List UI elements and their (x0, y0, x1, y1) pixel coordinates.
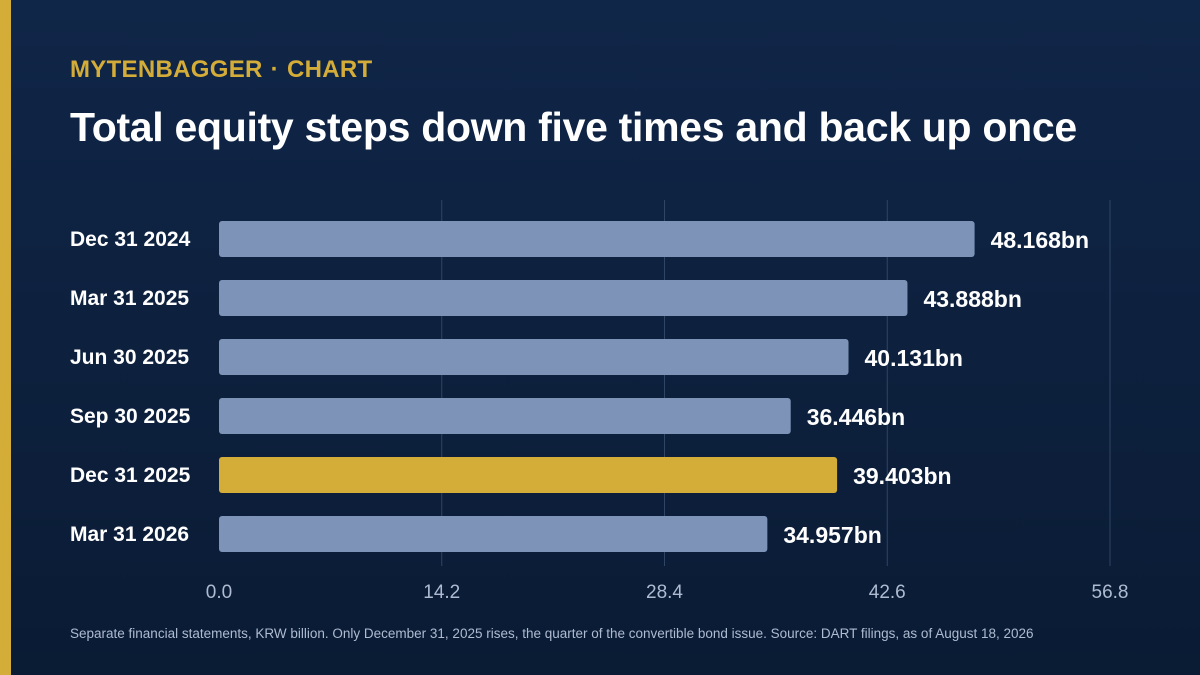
chart-title: Total equity steps down five times and b… (70, 104, 1077, 150)
bar (219, 339, 849, 375)
brand-label: MYTENBAGGER (70, 56, 263, 83)
value-label: 48.168bn (991, 227, 1089, 253)
category-label: Dec 31 2025 (70, 464, 191, 487)
x-tick-label: 28.4 (646, 582, 683, 603)
kicker-separator: · (270, 56, 279, 83)
category-label: Mar 31 2026 (70, 523, 189, 546)
x-tick-label: 56.8 (1092, 582, 1129, 603)
value-label: 34.957bn (783, 522, 881, 548)
category-label: Mar 31 2025 (70, 287, 189, 310)
x-tick-label: 14.2 (423, 582, 460, 603)
kicker: MYTENBAGGER · CHART (70, 56, 372, 84)
x-tick-label: 0.0 (206, 582, 232, 603)
bar (219, 221, 975, 257)
accent-bar (0, 0, 11, 675)
value-label: 43.888bn (923, 286, 1021, 312)
x-tick-label: 42.6 (869, 582, 906, 603)
value-label: 39.403bn (853, 463, 951, 489)
highlight-bar (219, 457, 838, 493)
section-label: CHART (286, 56, 373, 83)
category-label: Sep 30 2025 (70, 405, 191, 428)
value-label: 40.131bn (865, 345, 963, 371)
bar (219, 280, 908, 316)
category-label: Jun 30 2025 (70, 346, 189, 369)
bar (219, 516, 768, 552)
bar (219, 398, 791, 434)
value-label: 36.446bn (807, 404, 905, 430)
category-label: Dec 31 2024 (70, 228, 191, 251)
footnote: Separate financial statements, KRW billi… (70, 626, 1034, 641)
